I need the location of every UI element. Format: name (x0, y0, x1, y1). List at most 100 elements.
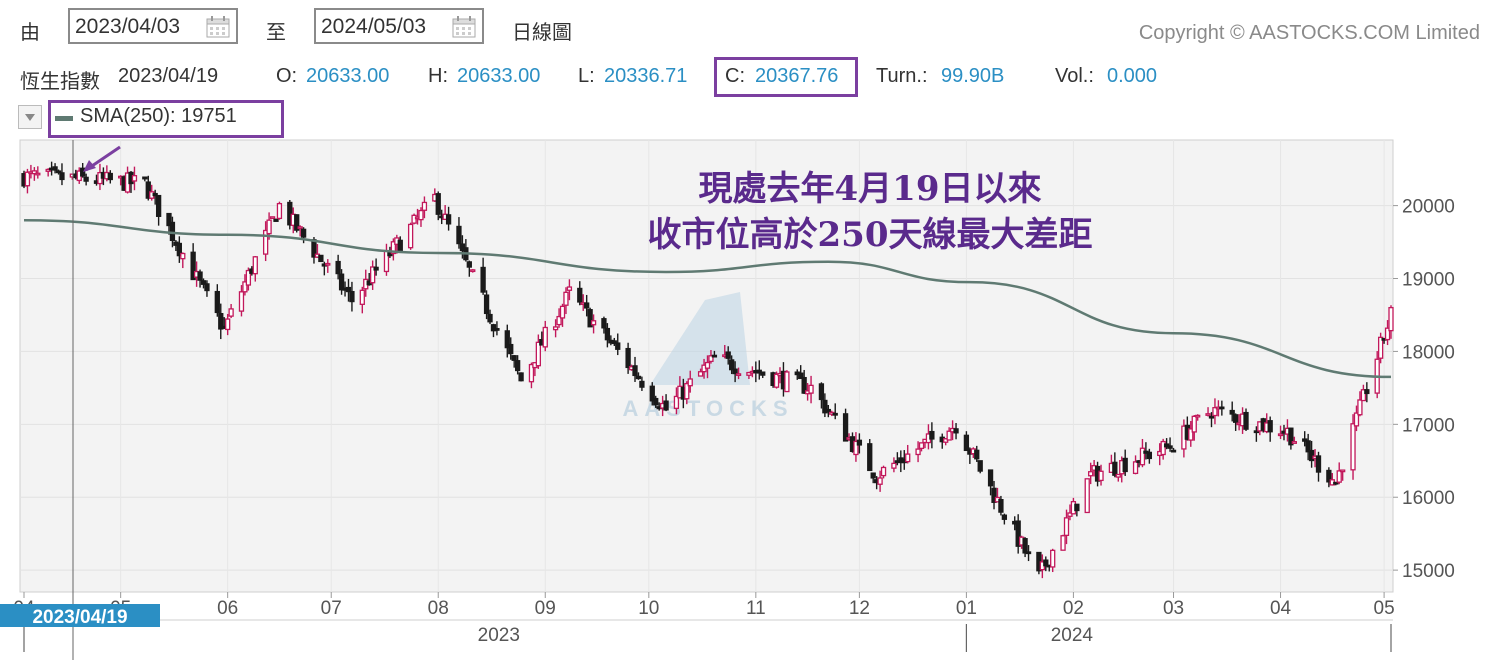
candle-body (418, 209, 424, 221)
sma-legend-swatch (55, 116, 73, 121)
quote-bar: 恆生指數 2023/04/19 O: 20633.00 H: 20633.00 … (0, 57, 1502, 97)
candle-body (245, 269, 252, 286)
candle-body (704, 361, 711, 369)
candle-body (1088, 471, 1094, 477)
candle-body (1188, 428, 1194, 441)
candle-body (262, 229, 269, 255)
calendar-icon[interactable] (206, 16, 230, 38)
candle-body (1025, 551, 1032, 555)
candle-body (1267, 420, 1273, 433)
open-value: 20633.00 (306, 65, 390, 87)
candle-body (987, 469, 994, 487)
candle-body (663, 400, 669, 411)
candle-body (242, 281, 248, 293)
to-label: 至 (266, 22, 286, 44)
x-tick-label: 03 (1163, 598, 1184, 619)
candle-body (1315, 455, 1322, 473)
candle-body (1060, 535, 1066, 551)
x-tick-label: 01 (956, 598, 977, 619)
to-date-field[interactable]: 2024/05/03 (314, 8, 484, 44)
calendar-icon[interactable] (452, 16, 476, 38)
candle-body (1229, 409, 1235, 415)
candle-body (760, 371, 766, 376)
candle-body (577, 287, 583, 303)
candle-body (145, 181, 151, 199)
candle-body (856, 439, 863, 446)
candle-body (1364, 389, 1370, 395)
x-tick-label: 07 (321, 598, 342, 619)
indicator-dropdown-button[interactable] (18, 105, 42, 129)
y-tick-label: 17000 (1402, 415, 1455, 436)
candle-body (152, 192, 158, 197)
candle-body (35, 172, 41, 176)
candle-body (1308, 449, 1315, 462)
candle-body (1191, 415, 1197, 433)
candle-body (370, 266, 376, 284)
from-date-field[interactable]: 2023/04/03 (68, 8, 238, 44)
candle-body (556, 315, 562, 326)
sma-legend-label: SMA(250): 19751 (80, 105, 237, 127)
candle-body (421, 201, 428, 211)
candle-body (24, 171, 31, 187)
candle-body (1001, 514, 1008, 520)
candle-body (853, 440, 859, 456)
candle-body (225, 318, 231, 331)
candle-body (552, 326, 559, 331)
candle-body (494, 328, 500, 331)
candle-body (435, 193, 441, 215)
candle-body (1063, 517, 1070, 536)
candle-body (176, 242, 182, 257)
candle-body (1122, 457, 1128, 473)
year-axis: 2023 2024 (23, 624, 1392, 652)
candle-body (238, 291, 245, 312)
candle-body (1074, 503, 1080, 512)
x-tick-label: 02 (1063, 598, 1084, 619)
candle-body (518, 372, 524, 382)
candle-body (725, 351, 731, 359)
candle-body (1015, 520, 1021, 547)
interval-selector[interactable]: 日線圖 (512, 22, 572, 44)
candle-body (918, 442, 925, 450)
candle-body (1167, 445, 1173, 449)
sma-highlight-box (48, 100, 284, 138)
candle-body (1208, 415, 1215, 419)
candle-body (197, 271, 203, 281)
candle-body (142, 176, 148, 180)
candle-body (287, 201, 293, 226)
candle-body (877, 477, 883, 485)
candle-body (1302, 438, 1308, 442)
candle-body (808, 384, 814, 394)
candle-body (929, 430, 935, 440)
candle-body (773, 373, 780, 388)
candle-body (832, 412, 838, 416)
candle-body (1219, 406, 1225, 410)
candle-body (687, 378, 693, 387)
candle-body (297, 226, 303, 230)
candle-body (390, 241, 397, 255)
candle-body (974, 449, 980, 460)
candle-body (991, 487, 997, 503)
candle-body (528, 363, 535, 383)
candle-body (480, 266, 486, 293)
candle-body (1160, 440, 1166, 456)
candle-body (349, 290, 355, 303)
candle-body (294, 214, 300, 231)
toolbar: 由 2023/04/03 至 2024/05/03 日線圖 Copyright … (0, 8, 1502, 48)
candle-body (801, 376, 807, 394)
candle-body (625, 347, 631, 369)
candle-body (880, 466, 887, 477)
x-tick-label: 10 (638, 598, 659, 619)
candle-body (867, 443, 873, 472)
candle-body (732, 368, 738, 375)
x-tick-label: 09 (535, 598, 556, 619)
candle-body (200, 280, 207, 285)
candle-body (373, 266, 379, 271)
candle-body (397, 239, 403, 251)
y-tick-label: 18000 (1402, 342, 1455, 363)
candle-body (542, 326, 548, 348)
candle-body (1384, 327, 1391, 341)
close-highlight-box (714, 57, 858, 97)
candle-body (190, 251, 196, 281)
low-label: L: (578, 65, 595, 87)
from-date-value: 2023/04/03 (75, 15, 181, 38)
